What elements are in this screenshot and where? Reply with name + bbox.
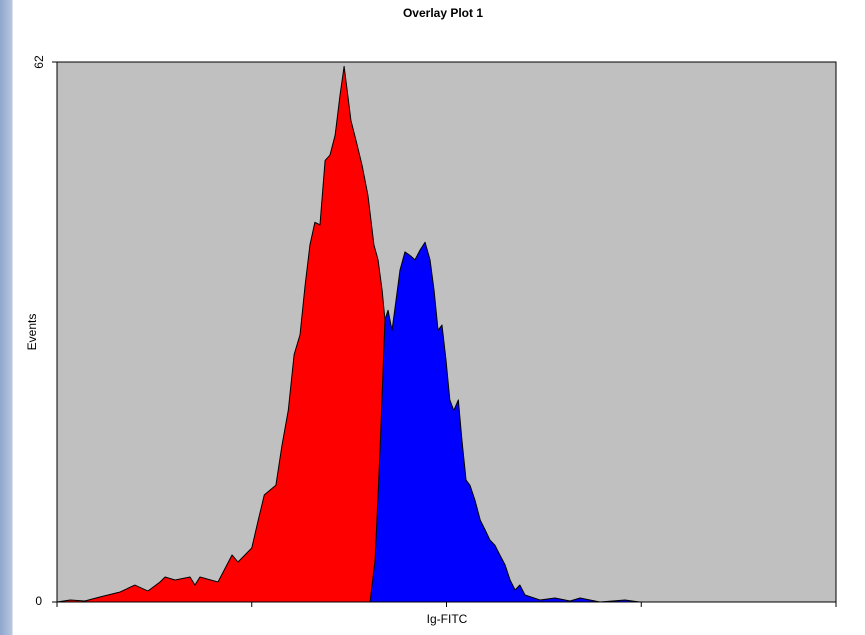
x-axis-label: Ig-FITC bbox=[427, 612, 468, 626]
y-tick-label: 0 bbox=[35, 594, 42, 608]
y-tick-label: 62 bbox=[32, 55, 46, 69]
histogram-area bbox=[56, 65, 461, 603]
histogram-area bbox=[369, 241, 641, 603]
chart-title: Overlay Plot 1 bbox=[403, 6, 483, 20]
y-axis-label: Events bbox=[25, 314, 39, 351]
